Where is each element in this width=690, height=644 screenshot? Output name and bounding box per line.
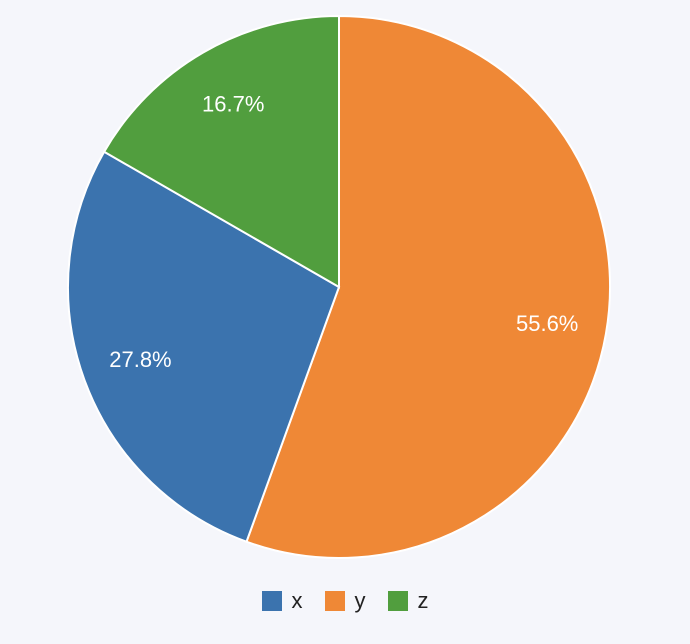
- legend: x y z: [0, 590, 690, 612]
- legend-label-y: y: [354, 588, 366, 613]
- legend-swatch-y: [324, 591, 345, 611]
- slice-label-z: 16.7%: [202, 91, 264, 116]
- legend-item-x[interactable]: x: [261, 588, 303, 613]
- legend-item-y[interactable]: y: [324, 588, 366, 613]
- pie-slice-z[interactable]: [102, 14, 340, 289]
- slice-label-x: 27.8%: [109, 347, 171, 372]
- pie-slice-x[interactable]: [67, 150, 341, 544]
- legend-item-z[interactable]: z: [387, 588, 429, 613]
- legend-swatch-x: [261, 591, 282, 611]
- pie-slice-y[interactable]: [245, 14, 611, 559]
- pie-chart: 55.6% 27.8% 16.7%: [67, 14, 611, 559]
- legend-label-z: z: [417, 588, 429, 613]
- legend-swatch-z: [387, 591, 408, 611]
- slice-label-y: 55.6%: [516, 311, 578, 336]
- legend-label-x: x: [291, 588, 303, 613]
